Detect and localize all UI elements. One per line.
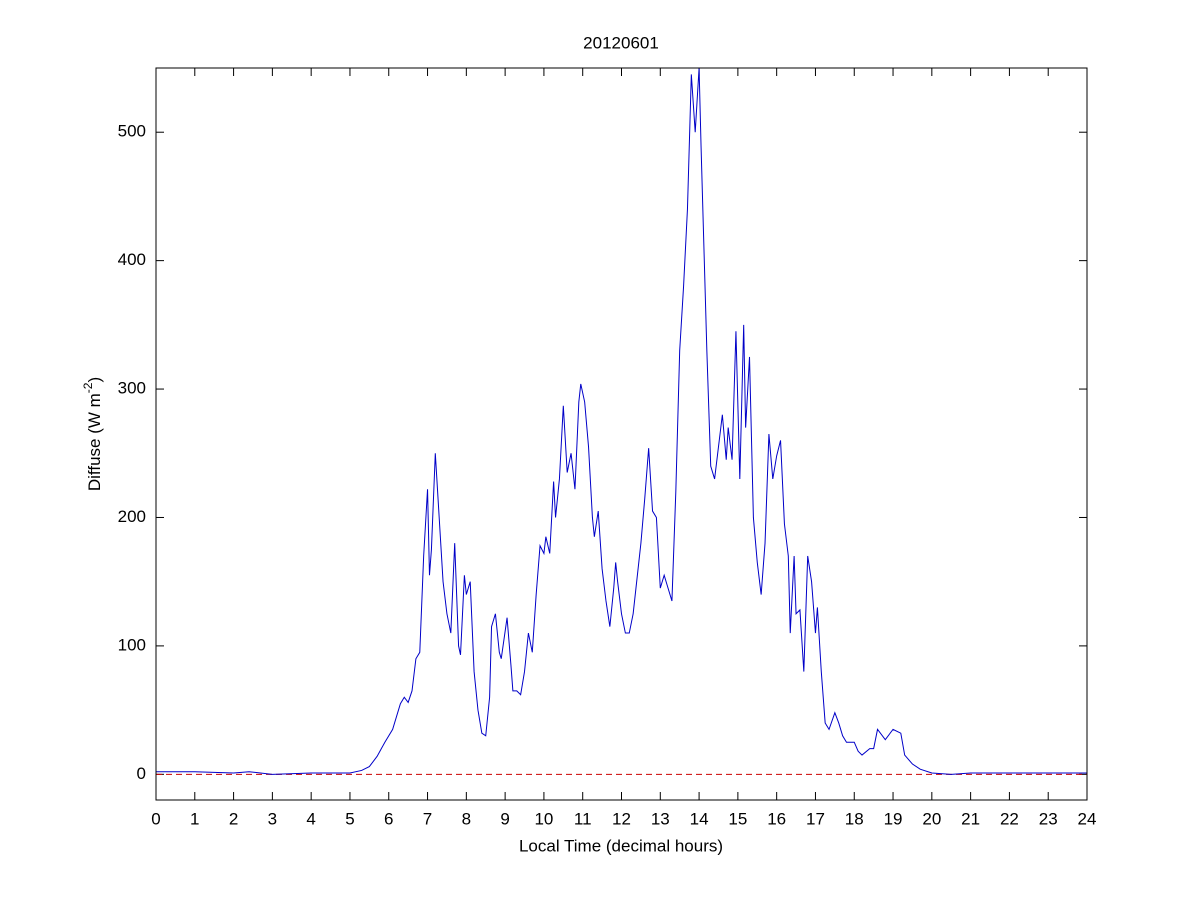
y-tick-label: 100 — [118, 635, 146, 654]
y-label-main: Diffuse (W m — [85, 393, 104, 491]
data-line — [156, 67, 1087, 775]
x-tick-label: 4 — [306, 809, 315, 828]
x-tick-label: 21 — [961, 809, 980, 828]
x-tick-label: 12 — [612, 809, 631, 828]
plot-frame — [155, 67, 1088, 801]
y-tick-label: 500 — [118, 122, 146, 141]
x-tick-label: 20 — [922, 809, 941, 828]
y-tick-label: 0 — [137, 764, 146, 783]
x-tick-label: 22 — [1000, 809, 1019, 828]
x-tick-label: 19 — [884, 809, 903, 828]
x-tick-label: 15 — [728, 809, 747, 828]
x-tick-label: 16 — [767, 809, 786, 828]
y-label-sup: -2 — [81, 382, 95, 393]
y-axis-label: Diffuse (W m-2) — [81, 377, 104, 491]
x-tick-label: 24 — [1078, 809, 1097, 828]
y-tick-label: 300 — [118, 379, 146, 398]
x-tick-label: 3 — [268, 809, 277, 828]
x-tick-label: 7 — [423, 809, 432, 828]
x-tick-label: 14 — [690, 809, 709, 828]
x-tick-label: 2 — [229, 809, 238, 828]
x-tick-label: 11 — [574, 809, 592, 828]
x-tick-label: 5 — [345, 809, 354, 828]
y-label-end: ) — [85, 377, 104, 383]
x-axis-label: Local Time (decimal hours) — [519, 836, 723, 855]
x-tick-label: 6 — [384, 809, 393, 828]
y-tick-label: 200 — [118, 507, 146, 526]
x-tick-label: 10 — [534, 809, 553, 828]
x-tick-label: 0 — [151, 809, 160, 828]
x-tick-label: 9 — [500, 809, 509, 828]
x-tick-label: 13 — [651, 809, 670, 828]
x-tick-label: 23 — [1039, 809, 1058, 828]
chart-title: 20120601 — [583, 33, 659, 52]
x-tick-label: 1 — [190, 809, 199, 828]
x-tick-label: 17 — [806, 809, 825, 828]
y-tick-label: 400 — [118, 250, 146, 269]
x-tick-label: 8 — [462, 809, 471, 828]
x-tick-label: 18 — [845, 809, 864, 828]
